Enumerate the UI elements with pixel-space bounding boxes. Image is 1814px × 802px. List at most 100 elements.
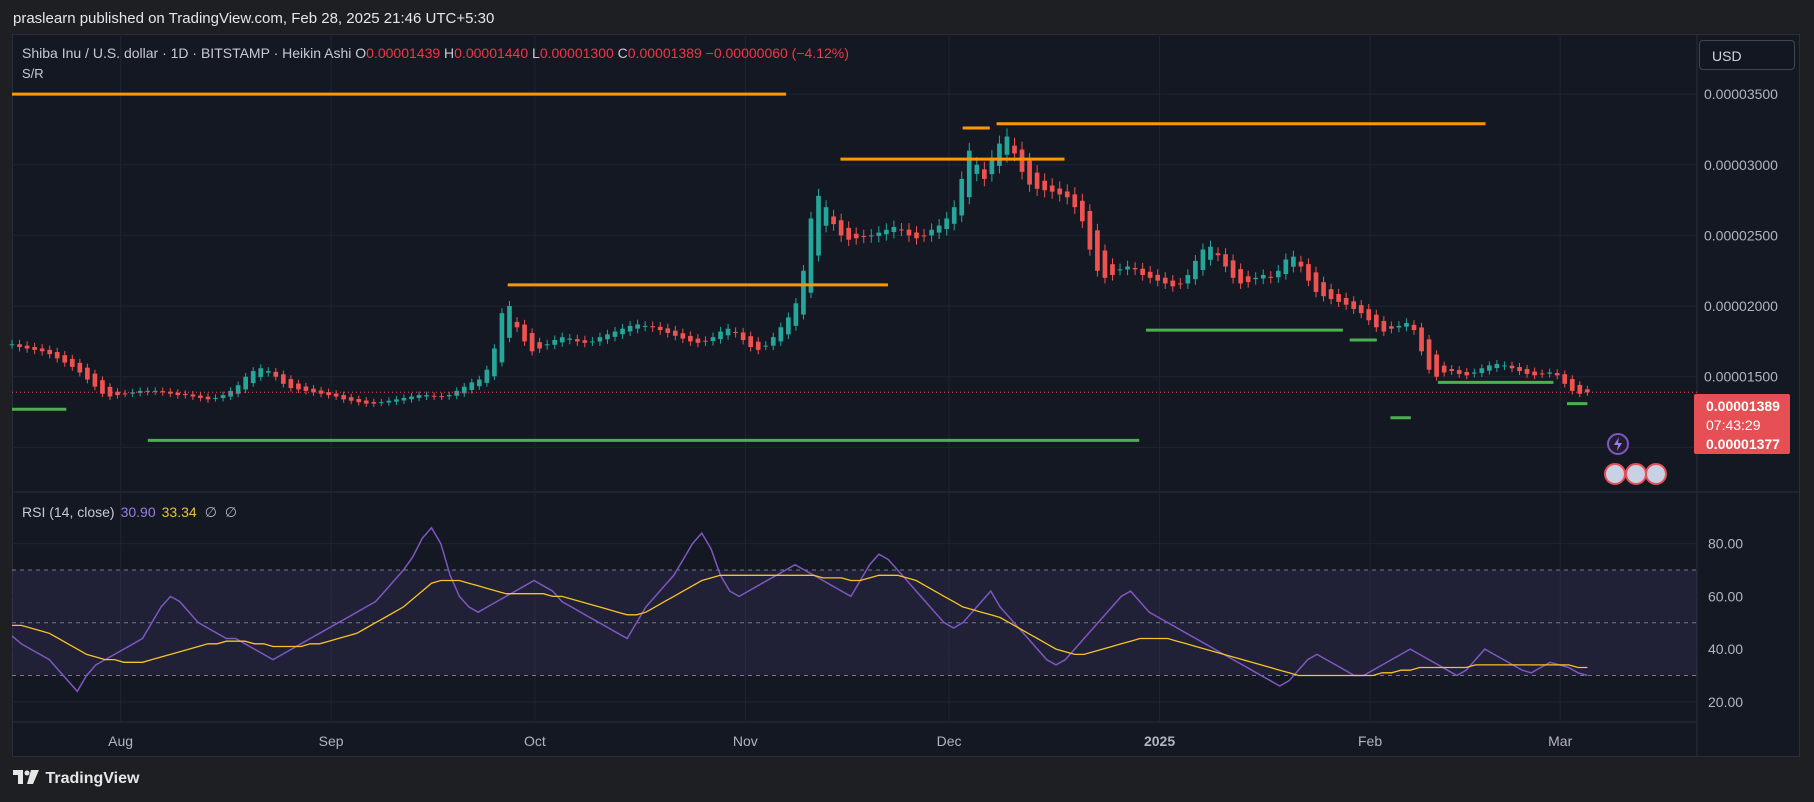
time-tick-label: Dec (937, 733, 962, 749)
candle-body (959, 178, 965, 216)
change-value: −0.00000060 (−4.12%) (705, 45, 849, 61)
candle-body (1102, 250, 1108, 278)
candle-body (122, 393, 128, 395)
candle-body (69, 358, 75, 367)
candle-body (205, 396, 211, 400)
us-flag-event-icon-2[interactable] (1625, 463, 1647, 485)
candle-body (288, 379, 294, 389)
candle-body (1283, 259, 1289, 275)
currency-button[interactable]: USD (1699, 40, 1795, 70)
chart-frame[interactable] (12, 34, 1800, 757)
candle-body (763, 345, 769, 347)
candle-body (861, 236, 867, 238)
candle-body (974, 164, 980, 174)
rsi-title[interactable]: RSI (14, close) (22, 504, 115, 520)
candle-body (695, 338, 701, 343)
candle-body (394, 399, 399, 402)
candle-body (1193, 260, 1198, 280)
time-tick-label: Sep (319, 733, 344, 749)
high-label: H (444, 45, 455, 61)
candle-body (371, 402, 377, 404)
candle-body (876, 232, 882, 236)
candle-body (167, 391, 173, 394)
candle-body (454, 390, 460, 396)
candle-body (755, 341, 761, 350)
candle-body (250, 371, 256, 384)
us-flag-event-icon-3[interactable] (1645, 463, 1667, 485)
candle-body (989, 157, 995, 175)
last-price-badge: 0.00001389 07:43:29 0.00001377 (1694, 394, 1790, 454)
candle-body (1034, 172, 1040, 189)
tradingview-icon (13, 770, 39, 784)
candle-body (115, 391, 120, 396)
symbol-title[interactable]: Shiba Inu / U.S. dollar · 1D · BITSTAMP … (22, 45, 352, 61)
candle-body (1253, 277, 1259, 280)
candle-body (409, 396, 414, 400)
us-flag-event-icon[interactable] (1604, 463, 1626, 485)
last-price: 0.00001389 (1706, 398, 1780, 414)
candle-body (1426, 339, 1432, 370)
candle-body (1479, 368, 1485, 374)
candle-body (899, 229, 904, 231)
candle-body (567, 338, 573, 340)
candle-body (793, 303, 799, 326)
candle-body (356, 398, 362, 403)
open-value: 0.00001439 (366, 45, 441, 61)
candle-body (62, 355, 68, 363)
candle-body (710, 337, 716, 342)
time-tick-label: Mar (1548, 733, 1572, 749)
candle-body (725, 328, 731, 336)
candle-body (627, 325, 633, 332)
candle-body (544, 344, 550, 346)
candle-body (1177, 283, 1183, 285)
candle-body (1373, 314, 1379, 328)
candle-body (446, 395, 452, 397)
candle-body (499, 313, 505, 363)
candle-body (1125, 266, 1130, 270)
candle-body (1547, 372, 1553, 374)
candle-body (1012, 145, 1017, 154)
candle-body (1208, 246, 1213, 260)
rsi-line (11, 526, 1588, 693)
candle-body (24, 345, 30, 349)
candle-body (650, 326, 656, 328)
sr-indicator-label[interactable]: S/R (22, 66, 44, 81)
candle-body (228, 390, 233, 397)
lightning-event-icon[interactable] (1607, 433, 1629, 455)
candle-body (559, 337, 565, 343)
candle-body (243, 376, 249, 390)
candle-body (597, 337, 603, 342)
candle-body (333, 393, 339, 397)
candle-body (906, 229, 912, 236)
candle-body (1268, 276, 1274, 278)
candle-body (921, 235, 927, 237)
candle-body (1298, 261, 1304, 267)
footer-bar (0, 757, 1814, 802)
candle-body (936, 225, 942, 233)
candle-body (424, 395, 429, 397)
candle-body (1464, 371, 1470, 376)
candle-body (130, 392, 135, 394)
tradingview-logo[interactable]: TradingView (13, 770, 139, 788)
candle-body (944, 218, 949, 230)
candle-body (1132, 267, 1138, 270)
rsi-tick-label: 40.00 (1708, 641, 1743, 657)
rsi-legend: RSI (14, close) 30.90 33.34 ∅ ∅ (22, 504, 237, 521)
candle-body (476, 379, 482, 387)
candle-body (770, 337, 776, 346)
candle-body (688, 335, 693, 342)
time-tick-label: Aug (108, 733, 133, 749)
time-tick-label: Feb (1358, 733, 1382, 749)
candle-body (1585, 389, 1590, 393)
candle-body (341, 395, 346, 400)
price-tick-label: 0.00002000 (1704, 298, 1778, 314)
candle-body (590, 341, 595, 343)
candle-body (1230, 260, 1236, 278)
candle-body (431, 395, 437, 397)
bar-countdown: 07:43:29 (1706, 417, 1761, 433)
candle-body (605, 334, 610, 340)
time-tick-label: Nov (733, 733, 758, 749)
candle-body (1291, 256, 1296, 267)
candle-body (853, 233, 859, 239)
